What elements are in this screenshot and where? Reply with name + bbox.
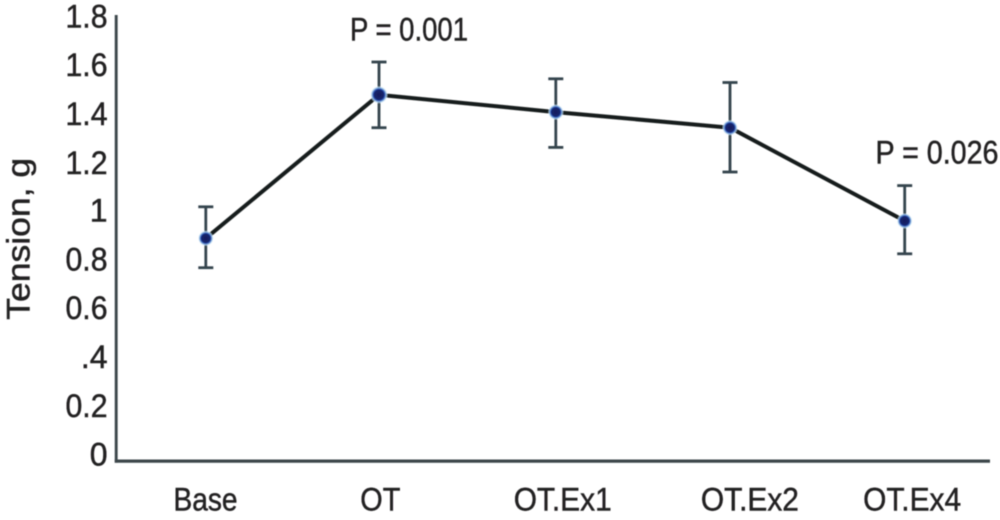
svg-text:1: 1 — [90, 193, 108, 229]
svg-text:0.8: 0.8 — [66, 242, 108, 278]
svg-text:0.2: 0.2 — [66, 388, 108, 424]
svg-text:Tension, g: Tension, g — [1, 158, 37, 320]
svg-text:Base: Base — [174, 482, 238, 518]
svg-text:1.8: 1.8 — [66, 0, 108, 35]
svg-text:P = 0.001: P = 0.001 — [350, 12, 468, 48]
svg-text:.4: .4 — [81, 339, 108, 375]
svg-text:OT.Ex4: OT.Ex4 — [863, 482, 961, 518]
svg-text:0: 0 — [90, 437, 108, 473]
svg-text:1.6: 1.6 — [66, 47, 108, 83]
svg-text:OT.Ex2: OT.Ex2 — [701, 482, 799, 518]
svg-text:OT: OT — [360, 482, 400, 518]
svg-text:0.6: 0.6 — [66, 290, 108, 326]
svg-text:P = 0.026: P = 0.026 — [876, 134, 999, 170]
svg-text:1.4: 1.4 — [66, 96, 108, 132]
svg-text:1.2: 1.2 — [66, 145, 108, 181]
svg-text:OT.Ex1: OT.Ex1 — [514, 482, 612, 518]
